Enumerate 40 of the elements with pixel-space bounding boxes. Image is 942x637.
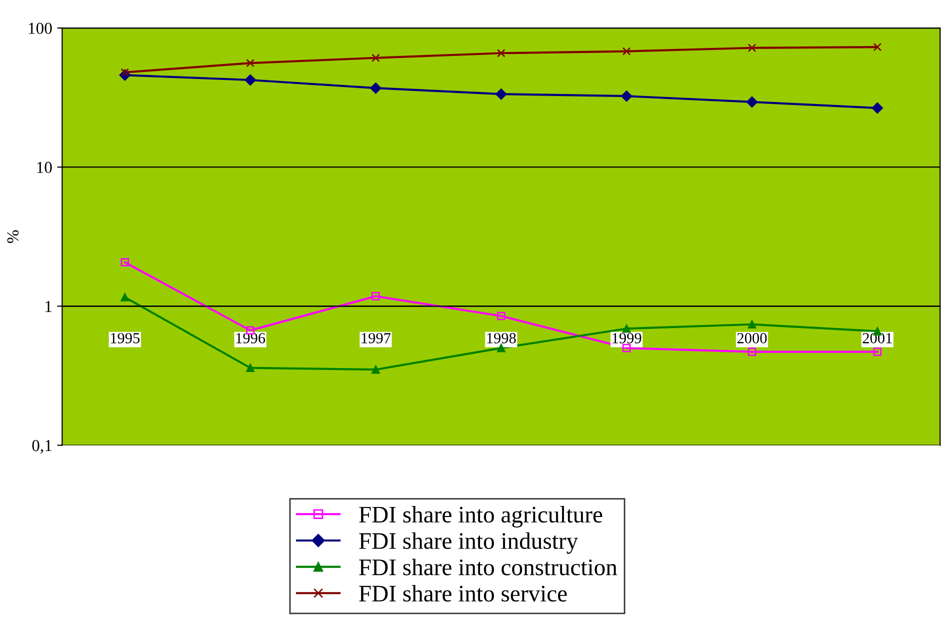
point <box>622 324 631 333</box>
point <box>246 364 254 372</box>
point <box>120 293 130 302</box>
point <box>872 102 884 114</box>
point <box>748 44 756 52</box>
point <box>370 82 382 94</box>
point <box>372 292 380 300</box>
x-tick-label: 1997 <box>362 333 391 344</box>
point <box>244 74 256 86</box>
y-axis-title: % <box>7 230 19 244</box>
x-tick-label: 1998 <box>487 333 516 344</box>
point <box>873 42 882 52</box>
point <box>120 258 130 266</box>
x-tick-label: 1995 <box>110 333 140 344</box>
point <box>622 344 631 352</box>
point <box>496 312 506 320</box>
point <box>748 348 756 356</box>
x-tick-label: 1996 <box>236 333 266 344</box>
y-tick-label: 10 <box>37 162 52 174</box>
x-tick-label: 1999 <box>612 333 642 344</box>
point <box>120 68 130 77</box>
legend-label: FDI share into industry <box>359 532 578 554</box>
point <box>496 88 507 100</box>
y-tick-label: 100 <box>28 22 52 34</box>
point <box>372 54 380 62</box>
y-tick-label: 1 <box>46 300 52 312</box>
point <box>746 96 758 108</box>
y-tick-label: 0,1 <box>32 440 52 454</box>
legend-label: FDI share into agriculture <box>359 506 602 528</box>
x-tick-label: 2000 <box>737 333 767 344</box>
point <box>622 47 631 56</box>
point <box>372 365 380 374</box>
point <box>873 348 882 356</box>
point <box>496 344 506 352</box>
point <box>496 48 506 58</box>
legend-label: FDI share into service <box>359 584 567 602</box>
point <box>620 90 632 102</box>
point <box>748 320 756 329</box>
legend-label: FDI share into construction <box>359 558 618 576</box>
point <box>246 58 254 68</box>
